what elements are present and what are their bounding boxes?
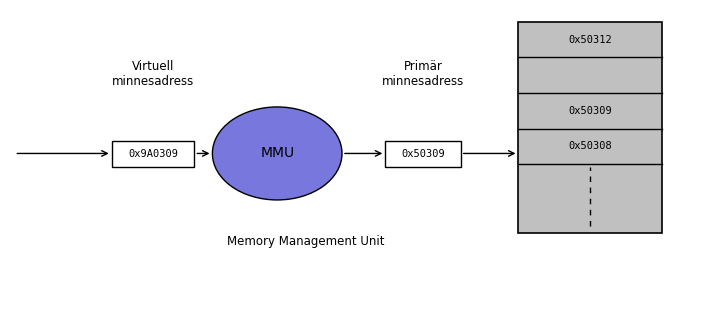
- Text: 0x50309: 0x50309: [569, 106, 612, 116]
- Text: Virtuell
minnesadress: Virtuell minnesadress: [112, 60, 194, 88]
- FancyBboxPatch shape: [518, 22, 662, 232]
- FancyBboxPatch shape: [385, 141, 461, 167]
- Text: 0x9A0309: 0x9A0309: [128, 149, 178, 159]
- Text: 0x50308: 0x50308: [569, 141, 612, 152]
- Text: 0x50309: 0x50309: [401, 149, 445, 159]
- Text: Primär
minnesadress: Primär minnesadress: [382, 60, 464, 88]
- Text: Memory Management Unit: Memory Management Unit: [228, 235, 384, 248]
- Text: 0x50312: 0x50312: [569, 34, 612, 45]
- Ellipse shape: [212, 107, 342, 200]
- Text: MMU: MMU: [260, 146, 294, 161]
- FancyBboxPatch shape: [112, 141, 194, 167]
